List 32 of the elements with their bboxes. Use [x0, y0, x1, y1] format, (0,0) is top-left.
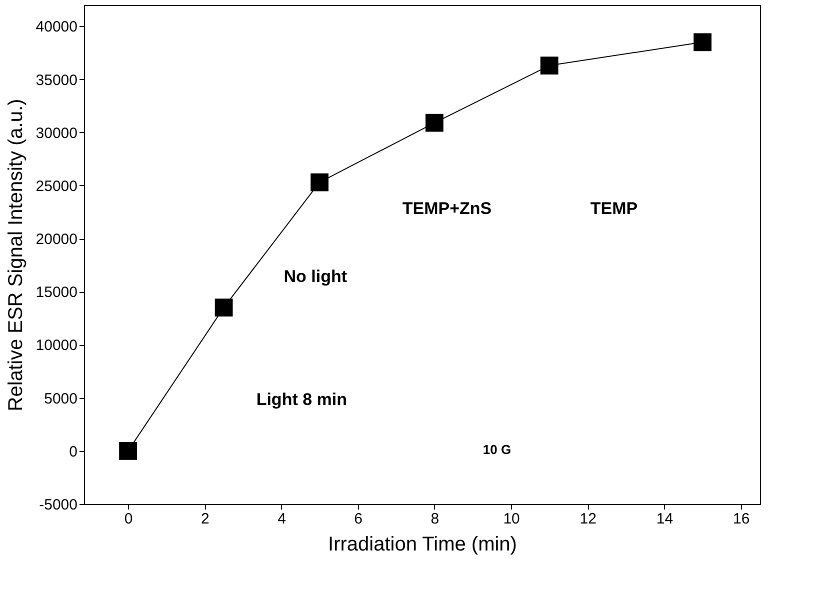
- x-tick-label: 10: [503, 510, 520, 528]
- x-tick-label: 2: [200, 510, 210, 528]
- point: [119, 442, 137, 460]
- point: [426, 114, 444, 132]
- x-tick-label: 6: [354, 510, 363, 528]
- x-tick-label: 16: [733, 510, 750, 528]
- y-tick-label: 25000: [36, 178, 78, 195]
- point: [214, 298, 233, 317]
- x-tick-label: 4: [278, 510, 286, 528]
- x-tick-label: 14: [656, 510, 674, 528]
- y-tick-label: -5000: [39, 496, 78, 514]
- point: [694, 33, 712, 52]
- point: [310, 173, 328, 192]
- x-tick-label: 0: [124, 510, 133, 528]
- y-tick-label: 35000: [36, 72, 78, 89]
- annotation: No light: [284, 267, 348, 286]
- y-tick-label: 30000: [36, 124, 78, 142]
- y-tick-label: 15000: [36, 284, 78, 302]
- x-tick-label: 12: [580, 510, 596, 528]
- point: [540, 56, 558, 74]
- y-axis-title: Relative ESR Signal Intensity (a.u.): [4, 98, 27, 412]
- annotation: TEMP: [590, 199, 638, 218]
- y-tick-label: 40000: [36, 18, 78, 36]
- y-tick-label: 20000: [36, 231, 78, 248]
- y-tick-label: 5000: [44, 390, 78, 408]
- y-tick-label: 0: [69, 443, 78, 460]
- annotation: TEMP+ZnS: [402, 199, 492, 218]
- y-tick-label: 10000: [36, 337, 78, 354]
- x-axis-title: Irradiation Time (min): [328, 534, 517, 556]
- annotation: 10 G: [482, 442, 512, 457]
- x-tick-label: 8: [430, 510, 440, 528]
- annotation: Light 8 min: [256, 390, 347, 409]
